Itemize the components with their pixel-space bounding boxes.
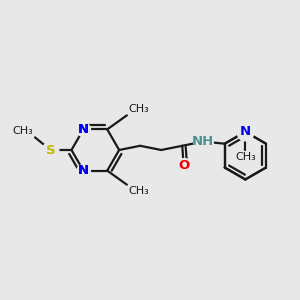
Text: NH: NH	[192, 135, 214, 148]
Text: CH₃: CH₃	[128, 186, 149, 196]
Text: N: N	[78, 164, 89, 177]
Text: CH₃: CH₃	[13, 126, 34, 136]
Text: CH₃: CH₃	[235, 152, 256, 162]
Text: CH₃: CH₃	[128, 104, 149, 114]
Text: N: N	[78, 164, 89, 177]
Text: S: S	[46, 143, 55, 157]
Text: N: N	[78, 123, 89, 136]
Text: N: N	[240, 125, 251, 138]
Text: O: O	[178, 159, 189, 172]
Text: N: N	[78, 123, 89, 136]
